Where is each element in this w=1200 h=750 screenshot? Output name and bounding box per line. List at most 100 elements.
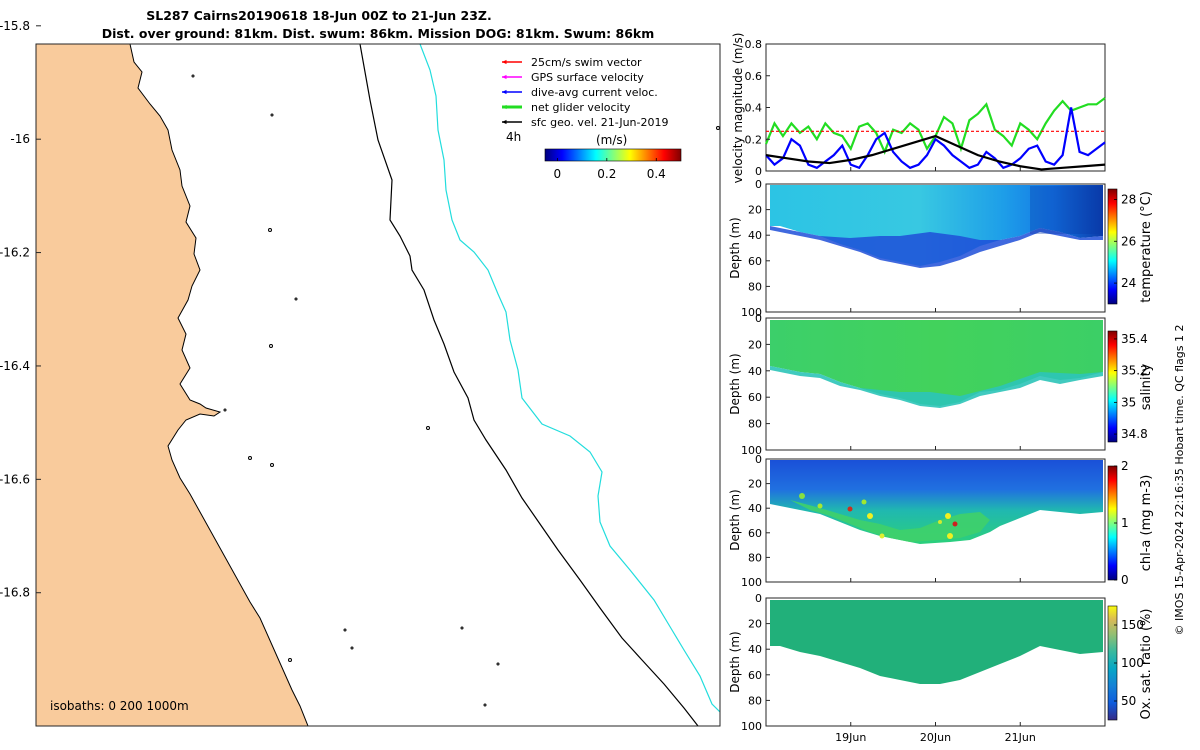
velocity-ytick-label: 0 xyxy=(755,165,762,178)
salinity-field xyxy=(770,320,1103,406)
map-ytick-label: -16.2 xyxy=(0,246,30,260)
speed-colorbar-tick: 0.2 xyxy=(597,167,616,181)
legend-label: 25cm/s swim vector xyxy=(531,56,642,69)
depth-tick-label: 40 xyxy=(748,229,762,242)
colorbar-tick-label: 34.8 xyxy=(1121,427,1148,441)
depth-tick-label: 60 xyxy=(748,255,762,268)
colorbar-tick-label: 35.4 xyxy=(1121,332,1148,346)
depth-tick-label: 100 xyxy=(741,306,762,319)
salinity-panel: salinity xyxy=(765,317,1154,451)
colorbar-tick-label: 35 xyxy=(1121,395,1136,409)
depth-tick-label: 40 xyxy=(748,502,762,515)
velocity-ytick-label: 0.8 xyxy=(745,38,763,51)
colorbar-tick-label: 150 xyxy=(1121,618,1144,632)
map-ticks: 145.2145.4145.6145.8146146.2-15.8-16-16.… xyxy=(0,19,41,600)
depth-axis-label: Depth (m) xyxy=(728,631,742,692)
coastline-land xyxy=(36,44,309,726)
oxygen-cblabel: Ox. sat. ratio (%) xyxy=(1139,609,1154,720)
legend-box xyxy=(498,52,686,128)
depth-tick-label: 80 xyxy=(748,280,762,293)
depth-tick-label: 0 xyxy=(755,178,762,191)
depth-tick-label: 20 xyxy=(748,338,762,351)
temperature-cold-patch xyxy=(1030,186,1103,234)
velocity-ylabel: velocity magnitude (m/s) xyxy=(731,33,745,184)
depth-tick-label: 100 xyxy=(741,720,762,733)
salinity-deep-layer xyxy=(770,366,1103,408)
salinity-cblabel: salinity xyxy=(1139,363,1154,410)
time-tick-label: 20Jun xyxy=(920,731,951,744)
depth-tick-label: 20 xyxy=(748,478,762,491)
map-ytick-label: -16.6 xyxy=(0,472,30,486)
depth-tick-label: 80 xyxy=(748,418,762,431)
legend-arrow xyxy=(502,119,522,125)
velocity-frame xyxy=(765,43,1106,172)
velocity-panel: 0 0.2 0.4 0.6 0.8 velocity magnitude (m/s) xyxy=(731,33,1106,184)
legend-arrow xyxy=(502,74,522,80)
speed-colorbar-tick: 0 xyxy=(554,167,562,181)
colorbar-tick-label: 28 xyxy=(1121,192,1136,206)
isobaths-label: isobaths: 0 200 1000m xyxy=(50,699,189,713)
right-panels: 0 0.2 0.4 0.6 0.8 velocity magnitude (m/s) t… xyxy=(728,33,1186,744)
map-ytick-label: -15.8 xyxy=(0,19,30,33)
depth-tick-label: 60 xyxy=(748,527,762,540)
colorbar-tick-label: 0 xyxy=(1121,573,1129,587)
island-dots xyxy=(191,74,720,707)
depth-axis-label: Depth (m) xyxy=(728,489,742,550)
title-line2: Dist. over ground: 81km. Dist. swum: 86k… xyxy=(102,26,655,41)
chla-cblabel: chl-a (mg m-3) xyxy=(1139,475,1154,572)
colorbar-tick-label: 2 xyxy=(1121,459,1129,473)
depth-tick-label: 40 xyxy=(748,365,762,378)
temperature-cblabel: temperature (°C) xyxy=(1139,191,1154,303)
chla-panel: chl-a (mg m-3) xyxy=(765,458,1154,583)
speed-colorbar-tick: 0.4 xyxy=(647,167,666,181)
velocity-ytick-label: 0.6 xyxy=(745,70,763,83)
colorbar-tick-label: 24 xyxy=(1121,276,1136,290)
colorbar-tick-label: 100 xyxy=(1121,656,1144,670)
depth-axis-label: Depth (m) xyxy=(728,217,742,278)
depth-tick-label: 0 xyxy=(755,453,762,466)
time-tick-label: 19Jun xyxy=(835,731,866,744)
depth-tick-label: 40 xyxy=(748,643,762,656)
velocity-ytick-label: 0.4 xyxy=(745,102,763,115)
chla-hot-spots xyxy=(799,493,958,539)
temperature-deep-layer xyxy=(770,226,1103,268)
legend-arrow xyxy=(502,59,522,65)
map-legend: 25cm/s swim vector GPS surface velocity di… xyxy=(498,52,686,181)
depth-tick-label: 80 xyxy=(748,694,762,707)
legend-label: dive-avg current veloc. xyxy=(531,86,658,99)
colorbar-tick-label: 26 xyxy=(1121,234,1136,248)
depth-tick-label: 100 xyxy=(741,576,762,589)
map-ytick-label: -16 xyxy=(10,132,30,146)
depth-tick-label: 0 xyxy=(755,592,762,605)
chla-subsurface-maximum xyxy=(790,500,990,542)
legend-label: GPS surface velocity xyxy=(531,71,644,84)
map-ytick-label: -16.8 xyxy=(0,586,30,600)
time-tick-label: 21Jun xyxy=(1005,731,1036,744)
legend-label: net glider velocity xyxy=(531,101,631,114)
depth-tick-label: 80 xyxy=(748,551,762,564)
speed-colorbar xyxy=(544,148,682,162)
colorbar-tick-label: 50 xyxy=(1121,694,1136,708)
depth-tick-label: 20 xyxy=(748,618,762,631)
colorbar-unit: (m/s) xyxy=(596,133,627,147)
depth-tick-label: 60 xyxy=(748,669,762,682)
depth-axis-label: Depth (m) xyxy=(728,353,742,414)
velocity-series-line xyxy=(765,134,1106,171)
depth-tick-label: 100 xyxy=(741,444,762,457)
legend-arrow xyxy=(502,89,522,95)
isobath-1000m xyxy=(419,44,720,713)
map-panel: 145.2145.4145.6145.8146146.2-15.8-16-16.… xyxy=(0,19,721,727)
legend-arrow xyxy=(502,104,522,110)
temperature-colorbar xyxy=(1107,188,1118,305)
colorbar-tick-label: 1 xyxy=(1121,516,1129,530)
imos-footer: © IMOS 15-Apr-2024 22:16:35 Hobart time.… xyxy=(1173,325,1186,636)
legend-label: sfc geo. vel. 21-Jun-2019 xyxy=(531,116,668,129)
salinity-colorbar xyxy=(1107,330,1118,443)
depth-tick-label: 60 xyxy=(748,391,762,404)
map-ytick-label: -16.4 xyxy=(0,359,30,373)
oxygen-panel: Ox. sat. ratio (%) xyxy=(765,597,1154,727)
velocity-ytick-label: 0.2 xyxy=(745,133,763,146)
oxygen-field xyxy=(770,600,1103,684)
temperature-panel: temperature (°C) xyxy=(765,183,1154,313)
